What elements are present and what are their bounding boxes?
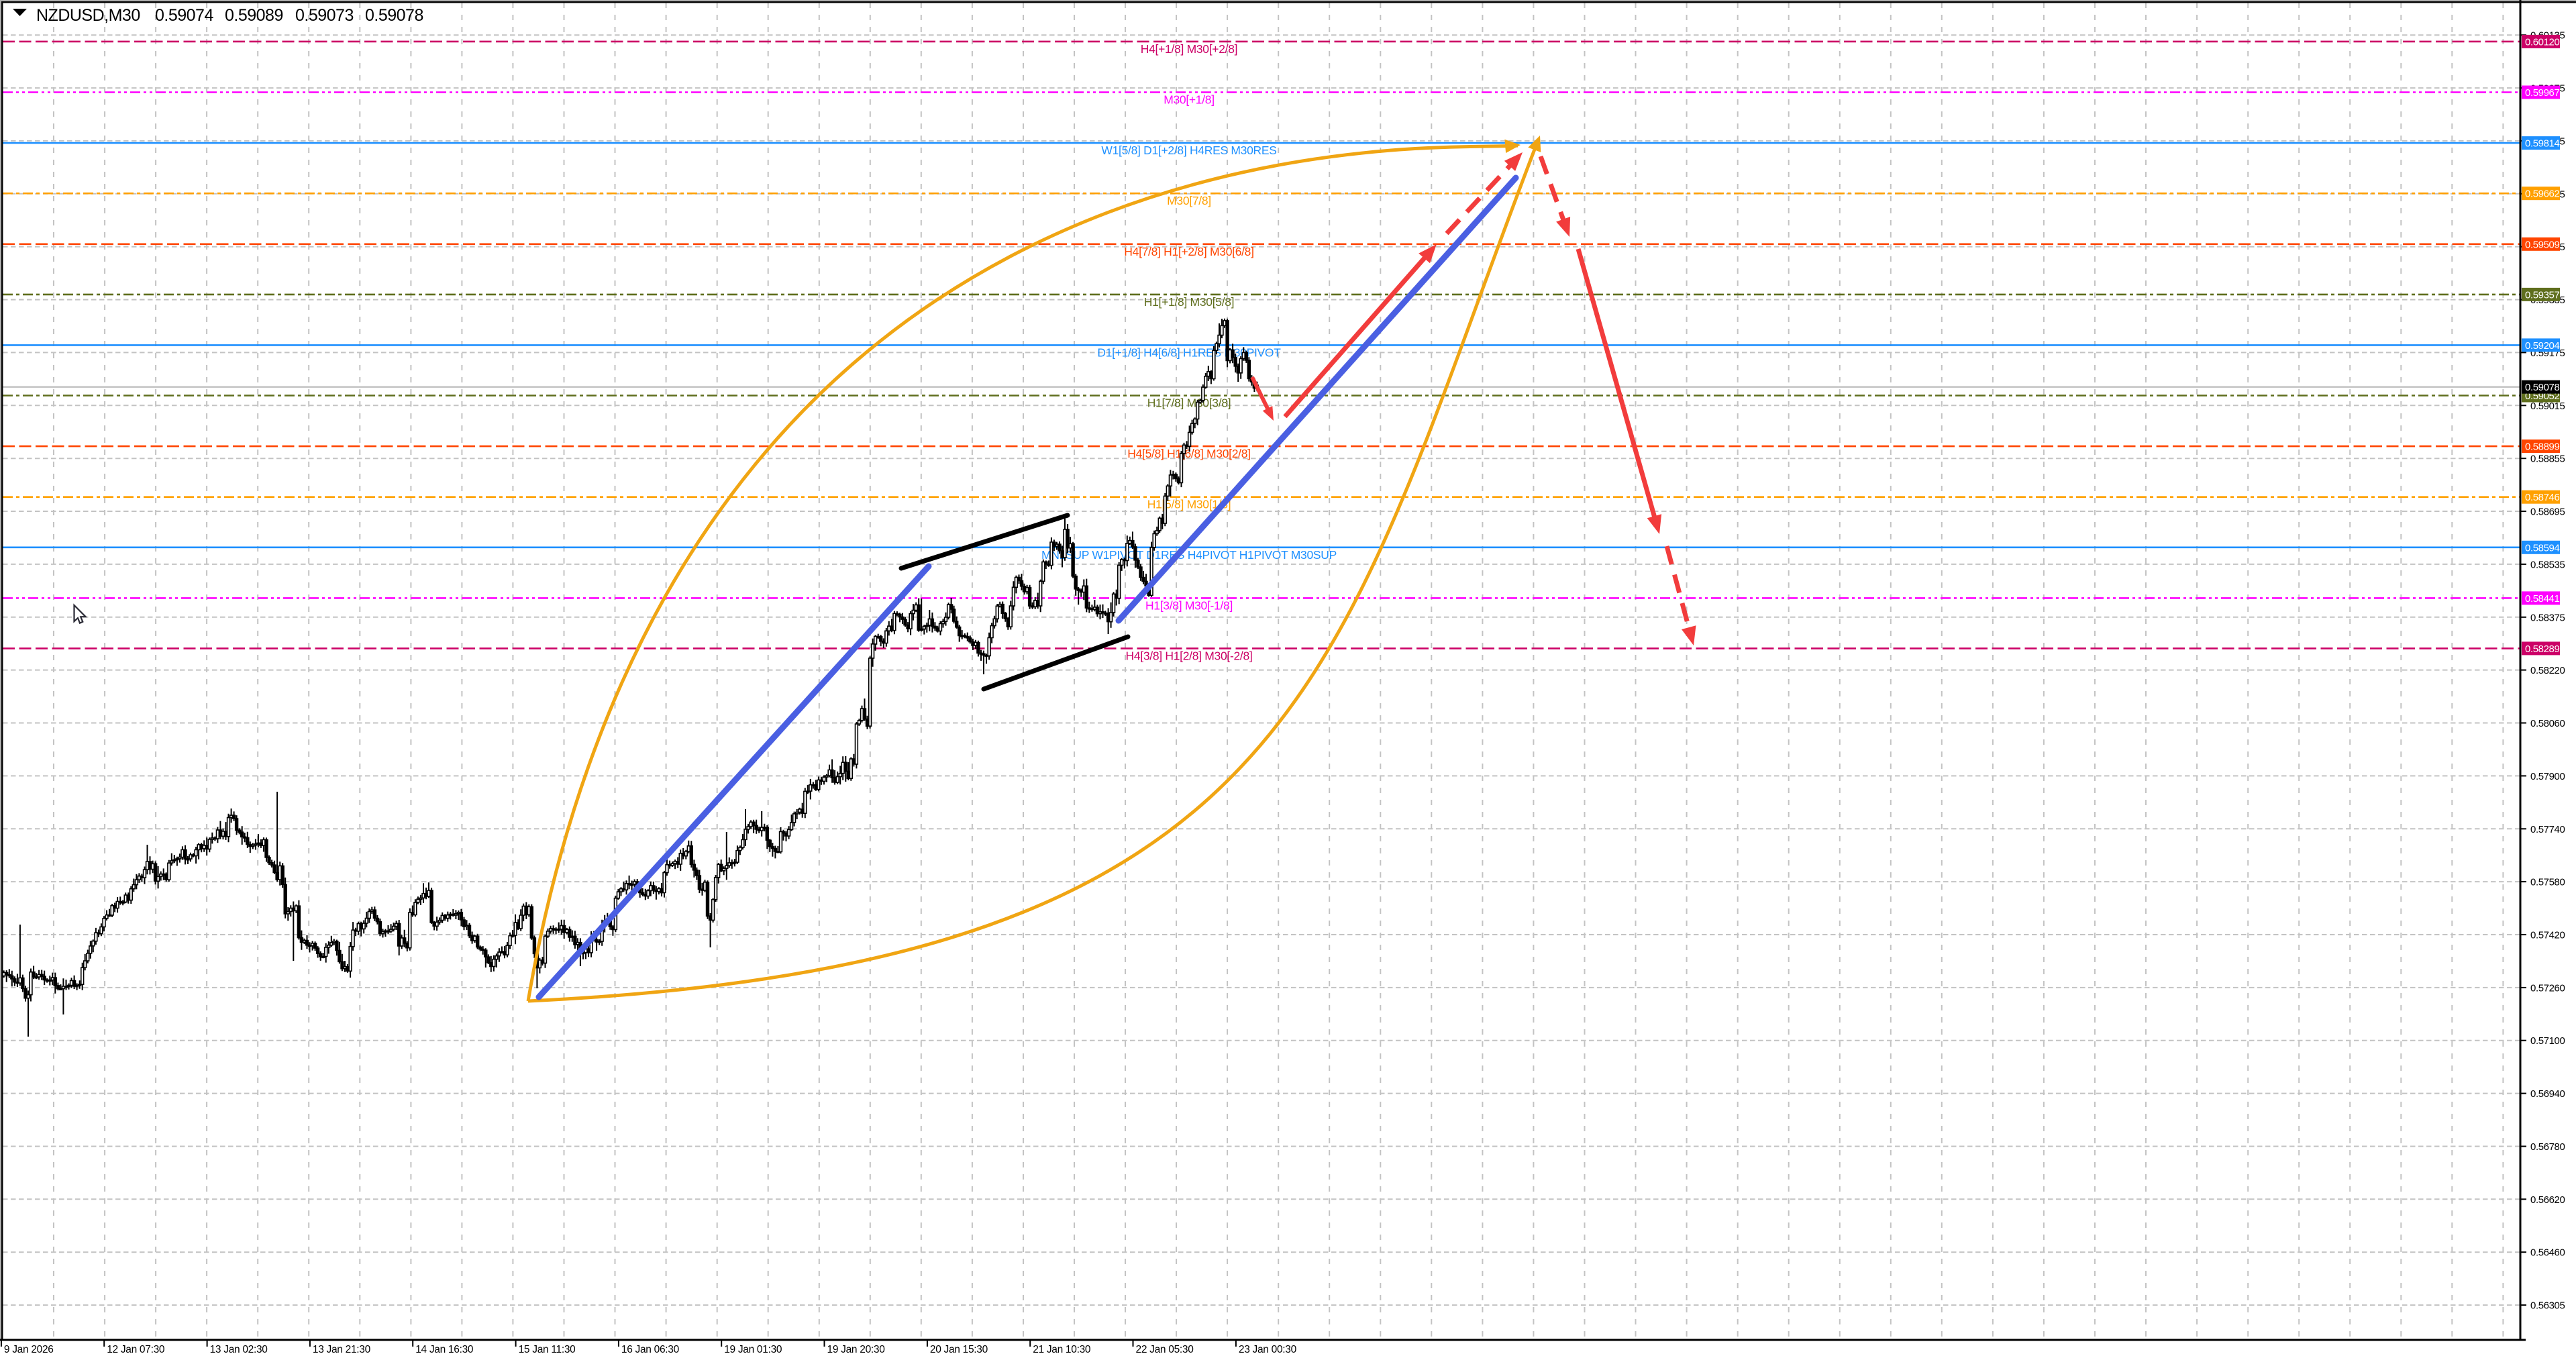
svg-text:12 Jan 07:30: 12 Jan 07:30 bbox=[107, 1344, 165, 1355]
svg-text:21 Jan 10:30: 21 Jan 10:30 bbox=[1033, 1344, 1091, 1355]
svg-text:0.59078: 0.59078 bbox=[365, 6, 423, 25]
svg-text:16 Jan 06:30: 16 Jan 06:30 bbox=[621, 1344, 680, 1355]
svg-text:0.59015: 0.59015 bbox=[2530, 401, 2565, 412]
svg-text:H1[+1/8] M30[5/8]: H1[+1/8] M30[5/8] bbox=[1144, 295, 1235, 309]
svg-text:0.57740: 0.57740 bbox=[2530, 824, 2565, 835]
svg-text:13 Jan 02:30: 13 Jan 02:30 bbox=[210, 1344, 268, 1355]
svg-text:H4[3/8] H1[2/8] M30[-2/8]: H4[3/8] H1[2/8] M30[-2/8] bbox=[1126, 649, 1253, 662]
svg-text:14 Jan 16:30: 14 Jan 16:30 bbox=[415, 1344, 474, 1355]
svg-text:0.58441: 0.58441 bbox=[2525, 593, 2559, 605]
svg-text:23 Jan 00:30: 23 Jan 00:30 bbox=[1239, 1344, 1297, 1355]
svg-text:H4[5/8] H1[6/8] M30[2/8]: H4[5/8] H1[6/8] M30[2/8] bbox=[1127, 447, 1250, 460]
svg-text:0.58855: 0.58855 bbox=[2530, 454, 2565, 465]
svg-text:NZDUSD,M30: NZDUSD,M30 bbox=[36, 6, 140, 25]
svg-text:0.59089: 0.59089 bbox=[225, 6, 283, 25]
svg-text:13 Jan 21:30: 13 Jan 21:30 bbox=[313, 1344, 371, 1355]
svg-text:0.56460: 0.56460 bbox=[2530, 1247, 2565, 1259]
svg-text:22 Jan 05:30: 22 Jan 05:30 bbox=[1136, 1344, 1194, 1355]
svg-text:0.57260: 0.57260 bbox=[2530, 982, 2565, 994]
svg-text:0.59074: 0.59074 bbox=[155, 6, 213, 25]
svg-text:0.56305: 0.56305 bbox=[2530, 1300, 2565, 1312]
svg-text:0.58220: 0.58220 bbox=[2530, 665, 2565, 676]
svg-text:0.57100: 0.57100 bbox=[2530, 1035, 2565, 1047]
svg-text:0.57900: 0.57900 bbox=[2530, 771, 2565, 782]
svg-text:0.58695: 0.58695 bbox=[2530, 507, 2565, 518]
svg-text:0.58289: 0.58289 bbox=[2525, 643, 2559, 655]
svg-text:0.59073: 0.59073 bbox=[295, 6, 354, 25]
svg-text:19 Jan 01:30: 19 Jan 01:30 bbox=[724, 1344, 782, 1355]
svg-text:0.57580: 0.57580 bbox=[2530, 877, 2565, 888]
svg-text:0.56780: 0.56780 bbox=[2530, 1141, 2565, 1153]
svg-text:0.59204: 0.59204 bbox=[2525, 340, 2559, 352]
svg-text:0.59357: 0.59357 bbox=[2525, 289, 2559, 301]
svg-text:H1[3/8] M30[-1/8]: H1[3/8] M30[-1/8] bbox=[1145, 598, 1233, 612]
svg-text:9 Jan 2026: 9 Jan 2026 bbox=[4, 1344, 54, 1355]
svg-text:H1[7/8] M30[3/8]: H1[7/8] M30[3/8] bbox=[1147, 397, 1231, 410]
svg-text:0.58375: 0.58375 bbox=[2530, 612, 2565, 623]
svg-text:0.59509: 0.59509 bbox=[2525, 239, 2559, 250]
svg-text:H4[7/8] H1[+2/8] M30[6/8]: H4[7/8] H1[+2/8] M30[6/8] bbox=[1124, 245, 1253, 258]
svg-text:W1[5/8] D1[+2/8] H4RES M30RES: W1[5/8] D1[+2/8] H4RES M30RES bbox=[1101, 144, 1276, 157]
svg-text:D1[+1/8] H4[6/8] H1RES M30PIVO: D1[+1/8] H4[6/8] H1RES M30PIVOT bbox=[1097, 346, 1281, 359]
svg-text:0.59967: 0.59967 bbox=[2525, 87, 2559, 99]
svg-text:0.58899: 0.58899 bbox=[2525, 441, 2559, 453]
svg-text:MN1SUP W1PIVOT D1RES H4PIVOT H: MN1SUP W1PIVOT D1RES H4PIVOT H1PIVOT M30… bbox=[1041, 548, 1337, 562]
svg-text:0.58746: 0.58746 bbox=[2525, 492, 2559, 503]
svg-text:20 Jan 15:30: 20 Jan 15:30 bbox=[930, 1344, 988, 1355]
svg-text:0.59662: 0.59662 bbox=[2525, 189, 2559, 200]
svg-text:0.58060: 0.58060 bbox=[2530, 718, 2565, 729]
svg-text:H1[5/8] M30[1/8]: H1[5/8] M30[1/8] bbox=[1147, 498, 1231, 511]
svg-text:15 Jan 11:30: 15 Jan 11:30 bbox=[519, 1344, 576, 1355]
svg-text:M30[7/8]: M30[7/8] bbox=[1167, 194, 1211, 207]
svg-text:0.59078: 0.59078 bbox=[2525, 382, 2559, 393]
svg-text:0.58594: 0.58594 bbox=[2525, 542, 2559, 554]
svg-text:19 Jan 20:30: 19 Jan 20:30 bbox=[827, 1344, 886, 1355]
svg-text:0.59814: 0.59814 bbox=[2525, 138, 2559, 150]
svg-text:H4[+1/8] M30[+2/8]: H4[+1/8] M30[+2/8] bbox=[1141, 42, 1237, 56]
svg-text:M30[+1/8]: M30[+1/8] bbox=[1164, 93, 1215, 107]
svg-text:0.56940: 0.56940 bbox=[2530, 1088, 2565, 1100]
svg-text:0.56620: 0.56620 bbox=[2530, 1194, 2565, 1206]
svg-text:0.58535: 0.58535 bbox=[2530, 559, 2565, 570]
svg-text:0.57420: 0.57420 bbox=[2530, 930, 2565, 941]
svg-text:0.60120: 0.60120 bbox=[2525, 36, 2559, 48]
